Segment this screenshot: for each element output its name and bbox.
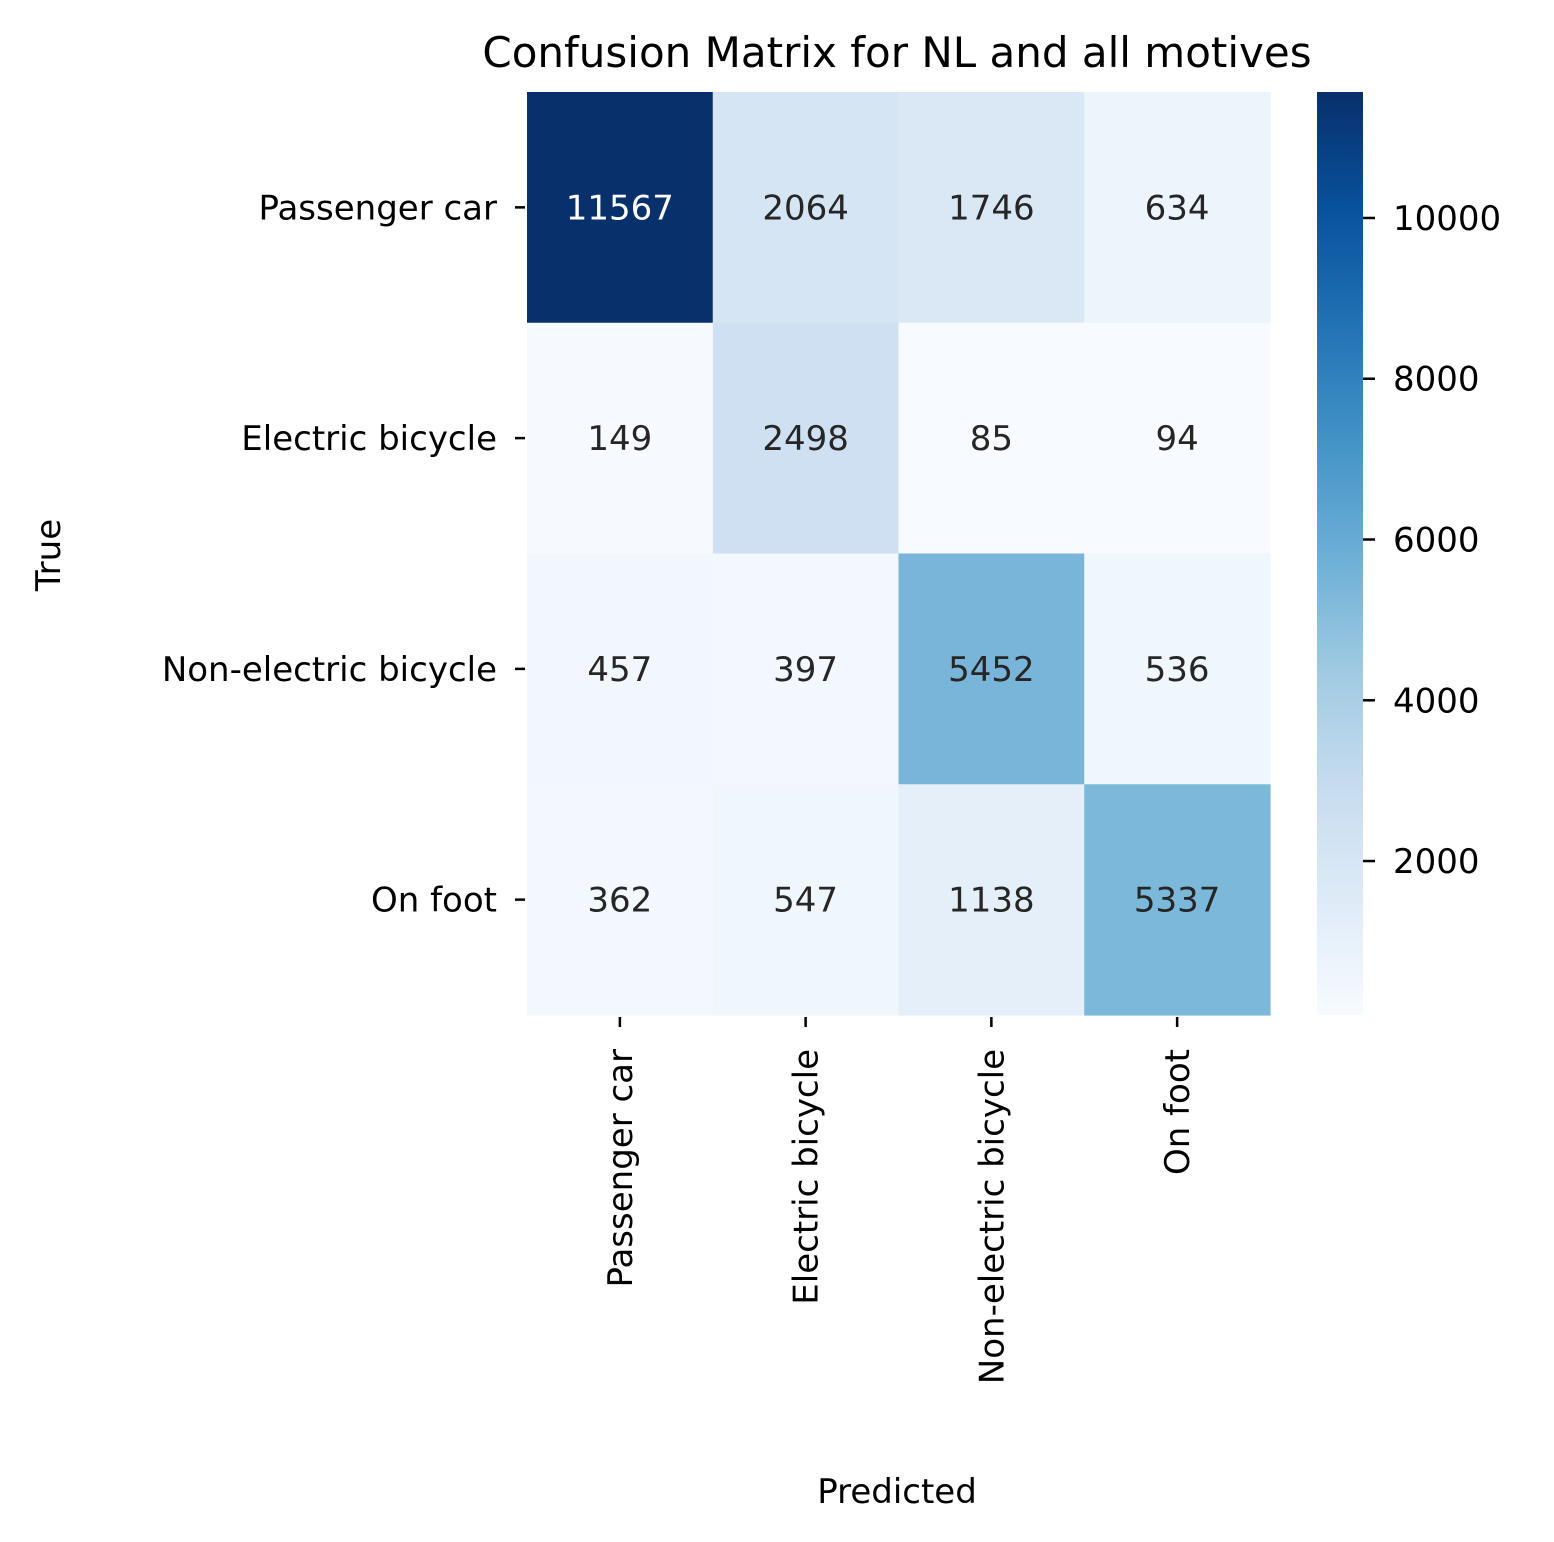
y-tick-labels: Passenger car Electric bicycle Non-electri…: [162, 188, 525, 921]
chart-title: Confusion Matrix for NL and all motives: [482, 28, 1311, 77]
cell-value-label: 2064: [762, 188, 849, 228]
cell-value-label: 5337: [1134, 881, 1221, 921]
colorbar-tick-label: 4000: [1393, 681, 1480, 721]
heatmap-cell: [527, 92, 714, 324]
y-tick-label: Non-electric bicycle: [162, 650, 497, 690]
colorbar-tick-label: 6000: [1393, 521, 1480, 561]
cell-value-label: 85: [970, 419, 1013, 459]
cell-value-label: 1138: [948, 881, 1035, 921]
colorbar-tick-label: 10000: [1393, 199, 1501, 239]
heatmap-cell: [1084, 322, 1271, 555]
heatmap-cell: [527, 553, 714, 785]
y-tick-label: On foot: [371, 881, 497, 921]
heatmap-cell: [1084, 784, 1271, 1016]
colorbar: [1317, 92, 1363, 1015]
heatmap-cell: [1084, 92, 1271, 324]
cell-value-label: 94: [1155, 419, 1198, 459]
cell-value-label: 457: [587, 650, 652, 690]
heatmap-cell: [527, 322, 714, 555]
x-tick-labels: Passenger car Electric bicycle Non-electri…: [601, 1017, 1198, 1384]
x-tick-label: Non-electric bicycle: [972, 1049, 1012, 1384]
colorbar-tick-label: 8000: [1393, 360, 1480, 400]
cell-value-label: 634: [1145, 188, 1210, 228]
y-tick-label: Passenger car: [259, 188, 498, 228]
x-tick-label: Passenger car: [601, 1049, 641, 1288]
heatmap-cell: [898, 784, 1085, 1016]
colorbar-ticks: 2000 4000 6000 8000 10000: [1363, 199, 1501, 882]
heatmap-cell: [527, 784, 714, 1016]
cell-value-label: 5452: [948, 650, 1035, 690]
cell-value-label: 11567: [566, 188, 674, 228]
heatmap-cells: 11567 2064 1746 634 149 2498 85 94 457 397 5452 536…: [527, 92, 1271, 1016]
cell-value-label: 397: [773, 650, 838, 690]
heatmap-cell: [898, 92, 1085, 324]
cell-value-label: 536: [1145, 650, 1210, 690]
heatmap-cell: [898, 322, 1085, 555]
cell-value-label: 1746: [948, 188, 1035, 228]
cell-value-label: 149: [587, 419, 652, 459]
x-tick-label: On foot: [1158, 1049, 1198, 1175]
heatmap-cell: [712, 322, 900, 555]
heatmap-cell: [898, 553, 1085, 785]
heatmap-cell: [1084, 553, 1271, 785]
heatmap-cell: [712, 553, 900, 785]
heatmap-cell: [712, 92, 900, 324]
heatmap-cell: [712, 784, 900, 1016]
cell-value-label: 2498: [762, 419, 849, 459]
y-tick-label: Electric bicycle: [241, 419, 497, 459]
cell-value-label: 547: [773, 881, 838, 921]
x-axis-label: Predicted: [817, 1472, 977, 1512]
cell-value-label: 362: [587, 881, 652, 921]
y-axis-label: True: [29, 519, 69, 592]
x-tick-label: Electric bicycle: [787, 1049, 827, 1305]
colorbar-tick-label: 2000: [1393, 842, 1480, 882]
